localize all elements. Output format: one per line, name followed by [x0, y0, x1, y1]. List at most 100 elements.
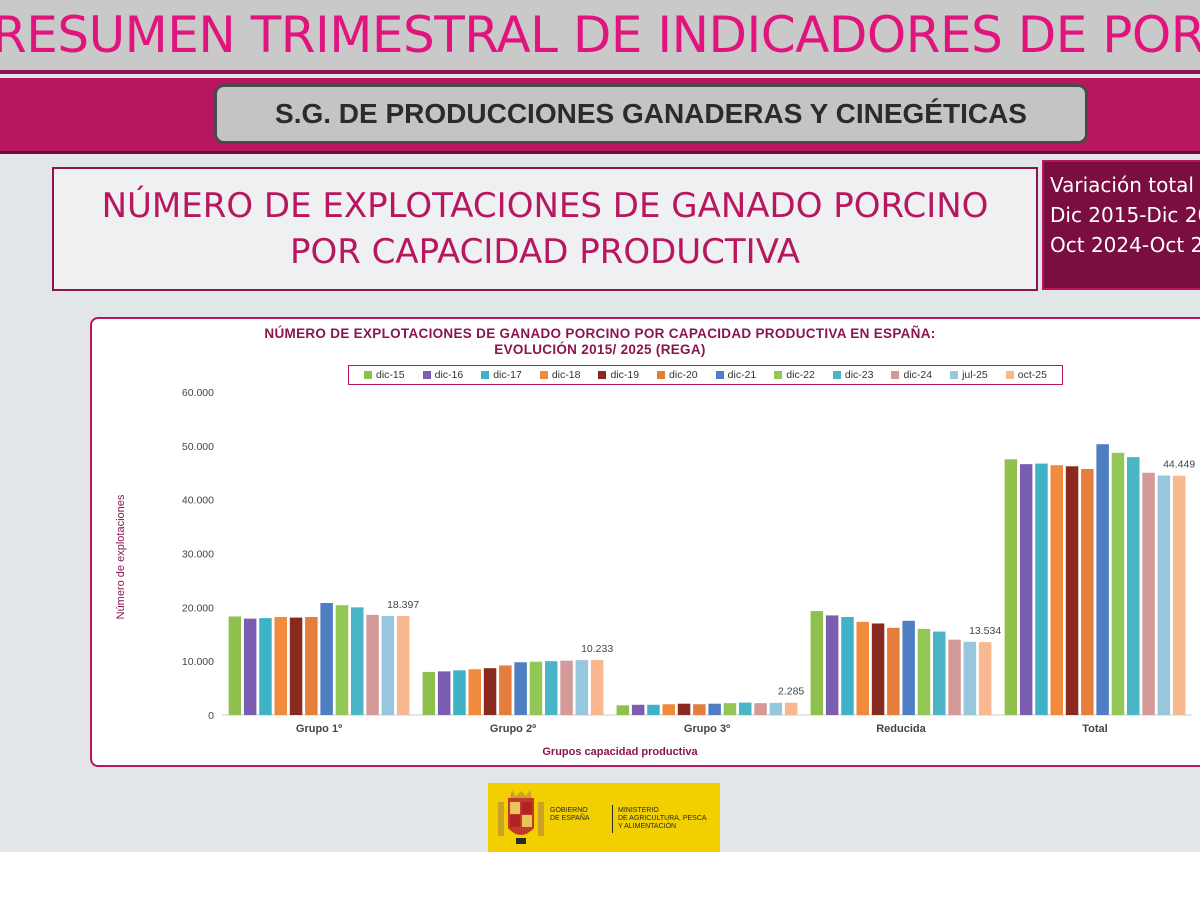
- bar: [1019, 464, 1033, 715]
- bar-chart: 0 10.000 20.000 30.000 40.000 50.000 60.000 Núm…: [115, 387, 1195, 758]
- legend-swatch: [1005, 371, 1014, 379]
- x-tick-label: Reducida: [876, 723, 926, 735]
- bar: [228, 616, 242, 715]
- bar: [259, 618, 272, 715]
- bar: [871, 623, 885, 715]
- bar: [917, 628, 931, 715]
- legend-swatch: [832, 371, 841, 379]
- legend-swatch: [364, 371, 372, 379]
- bar: [902, 620, 915, 715]
- bar: [396, 615, 410, 715]
- legend-item: dic-17: [481, 369, 522, 381]
- bar: [784, 702, 798, 715]
- legend-label: dic-16: [434, 369, 464, 381]
- bar: [810, 611, 824, 715]
- slide: RESUMEN TRIMESTRAL DE INDICADORES DE POR…: [0, 0, 1200, 852]
- bar: [437, 671, 451, 715]
- variation-line-3: Oct 2024-Oct 2: [1050, 233, 1200, 257]
- bar: [529, 661, 543, 715]
- legend-item: oct-25: [1005, 369, 1047, 381]
- bar: [289, 617, 303, 715]
- data-label: 10.233: [581, 643, 613, 655]
- legend-item: dic-15: [364, 369, 405, 381]
- legend-item: dic-18: [539, 369, 580, 381]
- bar: [754, 703, 767, 715]
- bar: [1172, 475, 1186, 715]
- x-tick-label: Grupo 3º: [684, 723, 730, 735]
- bar: [1065, 466, 1079, 715]
- data-label: 18.397: [387, 599, 419, 611]
- bar: [381, 615, 395, 715]
- bar: [1157, 475, 1171, 715]
- x-tick-label: Grupo 2º: [490, 723, 536, 735]
- bar: [963, 641, 977, 715]
- legend-label: dic-21: [727, 369, 757, 381]
- legend-label: dic-15: [376, 369, 405, 381]
- legend-label: dic-17: [493, 369, 522, 381]
- bar: [631, 704, 645, 715]
- variation-line-1: Variación total: [1050, 173, 1194, 197]
- y-tick-label: 0: [208, 710, 214, 722]
- legend-swatch: [950, 371, 959, 379]
- legend-label: oct-25: [1017, 369, 1047, 381]
- bar: [887, 627, 900, 715]
- data-label: 2.285: [778, 686, 804, 698]
- header-band: RESUMEN TRIMESTRAL DE INDICADORES DE POR…: [0, 0, 1200, 74]
- bar: [545, 661, 558, 715]
- subtitle-box: S.G. DE PRODUCCIONES GANADERAS Y CINEGÉT…: [214, 84, 1088, 144]
- chart-legend: dic-15 dic-16 dic-17 dic-18 dic-19 dic-20 dic-…: [348, 365, 1063, 385]
- bar: [351, 607, 364, 715]
- data-label: 44.449: [1163, 459, 1195, 471]
- chart-title-line-1: NÚMERO DE EXPLOTACIONES DE GANADO PORCIN…: [264, 326, 936, 341]
- bar: [841, 617, 854, 715]
- legend-swatch: [891, 371, 900, 379]
- chart-title: NÚMERO DE EXPLOTACIONES DE GANADO PORCIN…: [100, 326, 1100, 358]
- legend-item: dic-19: [598, 369, 639, 381]
- bar: [948, 639, 961, 715]
- bar: [1142, 472, 1155, 715]
- legend-swatch: [422, 371, 431, 379]
- section-title-box: NÚMERO DE EXPLOTACIONES DE GANADO PORCIN…: [52, 167, 1038, 291]
- logo-text-agricultura: DE AGRICULTURA, PESCA: [618, 815, 707, 822]
- bar: [499, 665, 512, 715]
- logo-divider: [612, 805, 613, 833]
- legend-item: dic-24: [891, 369, 932, 381]
- x-tick-label: Grupo 1º: [296, 723, 342, 735]
- bar: [1096, 444, 1109, 715]
- legend-label: dic-19: [610, 369, 640, 381]
- logo-text-ministerio: MINISTERIO: [618, 807, 659, 814]
- data-label: 13.534: [969, 625, 1001, 637]
- bar: [739, 702, 752, 715]
- x-axis-label: Grupos capacidad productiva: [542, 746, 698, 758]
- legend-item: jul-25: [950, 369, 988, 381]
- bar: [662, 704, 675, 715]
- legend-label: dic-23: [844, 369, 874, 381]
- legend-swatch: [715, 371, 724, 379]
- government-logo: GOBIERNO DE ESPAÑA MINISTERIO DE AGRICUL…: [488, 783, 720, 852]
- legend-label: jul-25: [962, 369, 988, 381]
- bar: [933, 631, 946, 715]
- legend-swatch: [774, 371, 783, 379]
- bar: [1127, 457, 1140, 715]
- legend-item: dic-22: [774, 369, 815, 381]
- bar: [575, 660, 589, 715]
- y-tick-label: 20.000: [182, 602, 214, 614]
- y-axis-label: Número de explotaciones: [115, 494, 127, 619]
- bar: [243, 618, 257, 715]
- y-tick-label: 40.000: [182, 495, 214, 507]
- bar: [1004, 459, 1018, 715]
- bar: [274, 617, 287, 715]
- bar: [825, 615, 839, 715]
- bar: [1050, 465, 1063, 715]
- legend-swatch: [481, 371, 490, 379]
- legend-swatch: [539, 371, 548, 379]
- bar: [305, 617, 318, 715]
- logo-text-espana: DE ESPAÑA: [550, 815, 590, 822]
- section-title-line-1: NÚMERO DE EXPLOTACIONES DE GANADO PORCIN…: [101, 186, 989, 226]
- bar: [693, 704, 706, 715]
- bar: [856, 621, 869, 715]
- logo-text-alimentacion: Y ALIMENTACIÓN: [618, 823, 677, 830]
- subtitle-text: S.G. DE PRODUCCIONES GANADERAS Y CINEGÉT…: [275, 98, 1027, 129]
- bar: [590, 659, 604, 715]
- variation-line-2: Dic 2015-Dic 20: [1050, 203, 1200, 227]
